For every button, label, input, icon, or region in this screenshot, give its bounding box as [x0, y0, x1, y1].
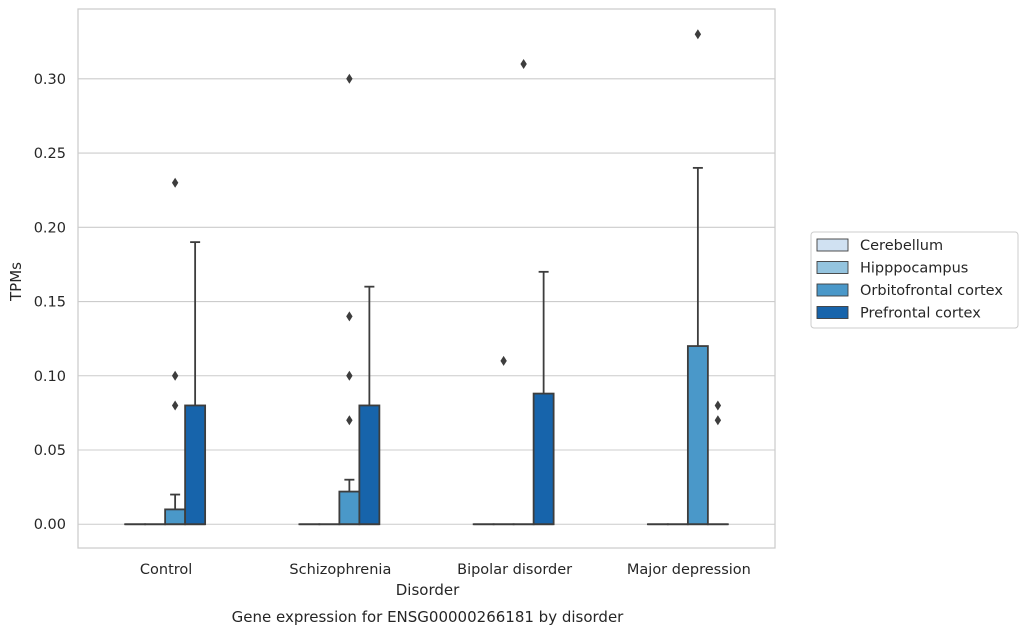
- chart-title: Gene expression for ENSG00000266181 by d…: [232, 608, 625, 626]
- y-tick-label: 0.30: [34, 72, 66, 88]
- y-tick-label: 0.00: [34, 517, 66, 533]
- legend-swatch: [816, 283, 849, 297]
- legend-label: Cerebellum: [860, 238, 943, 254]
- box-3-3: [706, 400, 729, 526]
- outlier-point: [171, 177, 179, 188]
- y-tick-label: 0.10: [34, 369, 66, 385]
- plot-frame: [77, 8, 776, 549]
- x-ticks: Control Schizophrenia Bipolar disorder Majo…: [140, 562, 751, 578]
- x-tick-label: Bipolar disorder: [457, 562, 572, 578]
- outlier-point: [346, 415, 353, 426]
- legend-swatch: [816, 261, 849, 274]
- x-tick-label: Schizophrenia: [289, 562, 391, 578]
- legend-label: Orbitofrontal cortex: [860, 283, 1003, 299]
- box-body: [184, 404, 207, 526]
- box-1-3: [358, 285, 381, 526]
- box-3-2: [686, 29, 709, 526]
- outlier-point: [171, 400, 179, 411]
- legend-label: Prefrontal cortex: [860, 306, 981, 322]
- outlier-point: [346, 311, 353, 322]
- box-1-2: [338, 73, 361, 526]
- y-tick-label: 0.15: [34, 295, 66, 311]
- outlier-point: [520, 58, 527, 69]
- box-body: [338, 490, 361, 526]
- outlier-point: [714, 415, 722, 426]
- box-body: [164, 508, 187, 526]
- y-tick-label: 0.05: [34, 443, 66, 459]
- box-0-3: [184, 241, 207, 526]
- y-ticks: 0.00 0.05 0.10 0.15 0.20 0.25 0.30: [34, 72, 66, 533]
- y-tick-label: 0.25: [34, 146, 66, 162]
- boxes-layer: [124, 29, 729, 526]
- outlier-point: [346, 73, 353, 84]
- legend-label: Hipppocampus: [860, 261, 968, 277]
- y-tick-label: 0.20: [34, 220, 66, 236]
- outlier-point: [714, 400, 722, 411]
- legend-swatch: [816, 238, 849, 252]
- plot-area: [78, 9, 775, 548]
- outlier-point: [500, 355, 507, 366]
- outlier-point: [171, 370, 179, 381]
- box-body: [532, 392, 555, 526]
- box-body: [686, 345, 709, 526]
- legend: Cerebellum Hipppocampus Orbitofrontal cort…: [810, 231, 1019, 329]
- x-axis-label: Disorder: [396, 581, 460, 599]
- legend-frame: [810, 231, 1019, 329]
- box-0-2: [164, 177, 187, 526]
- y-axis-label: TPMs: [7, 262, 25, 302]
- x-tick-label: Major depression: [627, 562, 751, 578]
- x-tick-label: Control: [140, 562, 192, 578]
- outlier-point: [694, 29, 702, 40]
- box-body: [358, 404, 381, 526]
- outlier-point: [346, 370, 353, 381]
- legend-swatch: [816, 306, 849, 319]
- box-2-3: [532, 270, 555, 526]
